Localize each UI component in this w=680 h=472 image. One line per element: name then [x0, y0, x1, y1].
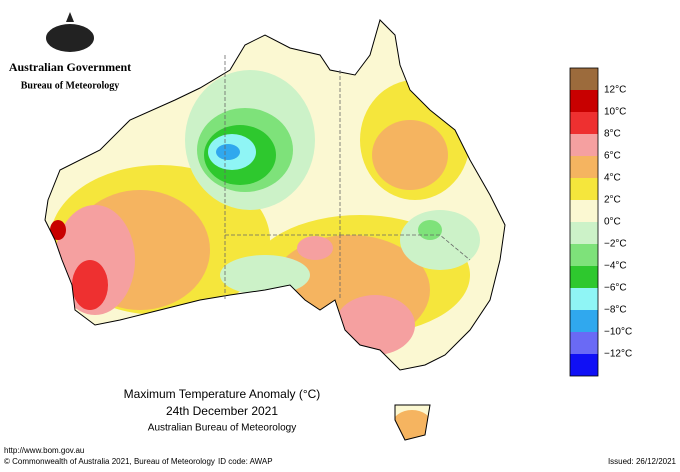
- legend-label: −12°C: [604, 349, 632, 360]
- legend-swatch: [570, 156, 598, 178]
- legend-label: 2°C: [604, 195, 621, 206]
- legend-label: 10°C: [604, 107, 626, 118]
- legend-swatch: [570, 90, 598, 112]
- legend-frame: [569, 67, 599, 377]
- legend-label: −6°C: [604, 283, 627, 294]
- map-title: Maximum Temperature Anomaly (°C): [124, 387, 321, 401]
- footer-issued: Issued: 26/12/2021: [608, 457, 677, 466]
- map-source: Australian Bureau of Meteorology: [148, 423, 296, 434]
- map-date: 24th December 2021: [166, 404, 278, 418]
- legend-label: 8°C: [604, 129, 621, 140]
- legend-label: 4°C: [604, 173, 621, 184]
- logo: [46, 12, 94, 52]
- header-subtitle: Bureau of Meteorology: [21, 80, 120, 91]
- legend-swatch: [570, 134, 598, 156]
- header-title: Australian Government: [9, 60, 131, 74]
- legend: 12°C 10°C 8°C 6°C 4°C 2°C 0°C −2°C −4°C −6°C −8°C −…: [569, 67, 632, 377]
- legend-swatch: [570, 112, 598, 134]
- legend-swatch: [570, 266, 598, 288]
- legend-label: −2°C: [604, 239, 627, 250]
- legend-label: 12°C: [604, 85, 626, 96]
- legend-swatch: [570, 178, 598, 200]
- legend-swatch: [570, 68, 598, 90]
- coastline: [44, 19, 506, 441]
- legend-label: 6°C: [604, 151, 621, 162]
- legend-swatch: [570, 332, 598, 354]
- legend-label: −10°C: [604, 327, 632, 338]
- legend-swatch: [570, 354, 598, 376]
- state-borders: [224, 55, 471, 300]
- legend-label: −4°C: [604, 261, 627, 272]
- footer-id: ID code: AWAP: [218, 457, 273, 466]
- legend-swatch: [570, 288, 598, 310]
- legend-label: −8°C: [604, 305, 627, 316]
- legend-swatch: [570, 310, 598, 332]
- legend-swatch: [570, 244, 598, 266]
- footer-copyright: © Commonwealth of Australia 2021, Bureau…: [4, 457, 215, 466]
- footer-url: http://www.bom.gov.au: [4, 446, 84, 455]
- legend-swatch: [570, 222, 598, 244]
- legend-swatch: [570, 200, 598, 222]
- legend-label: 0°C: [604, 217, 621, 228]
